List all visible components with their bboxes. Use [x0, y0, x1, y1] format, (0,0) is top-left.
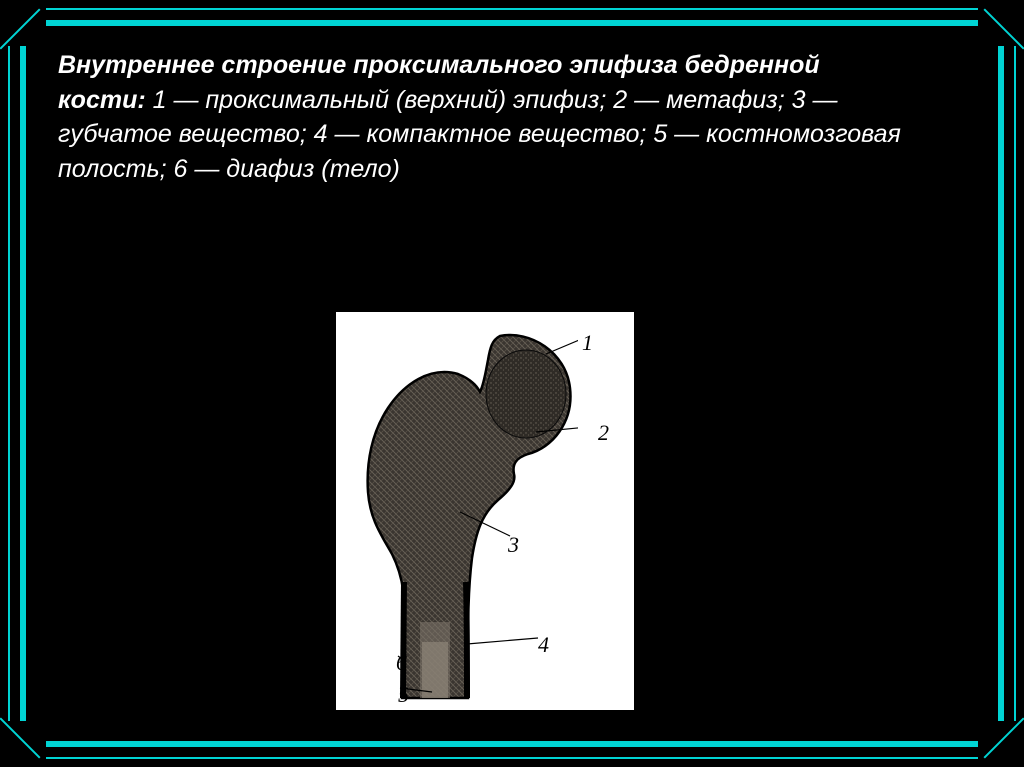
corner-mask-bl	[6, 721, 46, 761]
label-1: 1	[582, 330, 593, 356]
label-4: 4	[538, 632, 549, 658]
corner-mask-tr	[978, 6, 1018, 46]
label-5: 5	[398, 682, 409, 708]
bone-figure: 1 2 3 4 5 6	[336, 312, 634, 710]
description-text: Внутреннее строение проксимального эпифи…	[58, 48, 912, 186]
label-2: 2	[598, 420, 609, 446]
slide-content: Внутреннее строение проксимального эпифи…	[58, 48, 912, 186]
description-body: 1 — проксимальный (верхний) эпифиз; 2 — …	[58, 86, 901, 183]
label-3: 3	[508, 532, 519, 558]
label-6: 6	[396, 650, 407, 676]
corner-mask-tl	[6, 6, 46, 46]
figure-container: 1 2 3 4 5 6	[58, 312, 912, 710]
